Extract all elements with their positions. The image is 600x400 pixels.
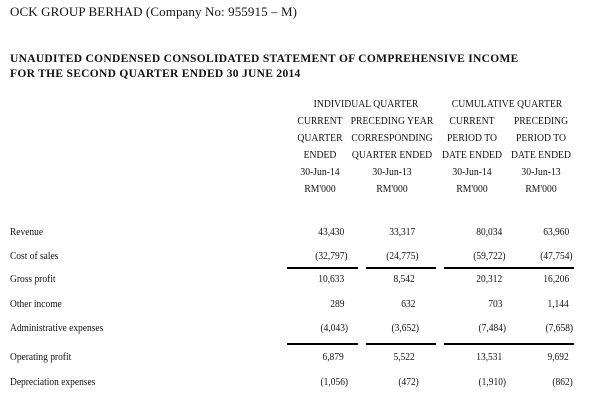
- column-header-unit: RM'000: [456, 183, 488, 195]
- subtotal-rule: [444, 267, 514, 269]
- cell-value: (7,658): [545, 322, 573, 334]
- cell-value: 20,312: [475, 273, 502, 285]
- column-header-unit: RM'000: [376, 183, 408, 195]
- column-header-line: DATE ENDED: [511, 149, 571, 161]
- cell-value: 289: [329, 298, 344, 310]
- row-label-operating-profit: Operating profit: [10, 351, 72, 363]
- cell-value: 63,960: [542, 226, 569, 238]
- column-header-line: QUARTER ENDED: [351, 149, 433, 161]
- cell-value: 43,430: [317, 226, 344, 238]
- cell-value: (472): [398, 376, 419, 388]
- column-header-current-quarter: CURRENT QUARTER ENDED 30-Jun-14 RM'000: [294, 113, 347, 198]
- cumulative-quarter-heading: CUMULATIVE QUARTER: [451, 98, 563, 110]
- column-header-date: 30-Jun-14: [452, 166, 492, 178]
- column-header-line: CURRENT: [449, 115, 495, 127]
- column-header-line: PERIOD TO: [447, 132, 497, 144]
- cell-value: (4,043): [320, 322, 348, 334]
- subtotal-rule: [366, 267, 436, 269]
- cell-value: (24,775): [386, 250, 419, 262]
- cell-value: (7,484): [478, 322, 506, 334]
- subtotal-rule: [366, 343, 436, 345]
- subtotal-rule: [514, 343, 574, 345]
- cell-value: 16,206: [542, 273, 569, 285]
- column-header-line: PERIOD TO: [516, 132, 566, 144]
- cell-value: 703: [487, 298, 502, 310]
- cell-value: 10,633: [317, 273, 344, 285]
- statement-title-line-1: UNAUDITED CONDENSED CONSOLIDATED STATEME…: [10, 53, 519, 65]
- column-header-line: DATE ENDED: [442, 149, 502, 161]
- cell-value: 8,542: [393, 273, 415, 285]
- column-header-preceding-period: PRECEDING PERIOD TO DATE ENDED 30-Jun-13…: [510, 113, 572, 198]
- row-label-revenue: Revenue: [10, 226, 44, 238]
- cell-value: (32,797): [315, 250, 348, 262]
- cell-value: (59,722): [473, 250, 506, 262]
- subtotal-rule: [287, 267, 358, 269]
- subtotal-rule: [514, 267, 574, 269]
- statement-title: UNAUDITED CONDENSED CONSOLIDATED STATEME…: [10, 52, 519, 82]
- column-header-line: CORRESPONDING: [351, 132, 433, 144]
- cell-value: 1,144: [547, 298, 569, 310]
- row-label-administrative-expenses: Administrative expenses: [10, 322, 104, 334]
- cell-value: 33,317: [388, 226, 415, 238]
- cell-value: (47,754): [540, 250, 573, 262]
- individual-quarter-heading: INDIVIDUAL QUARTER: [313, 98, 419, 110]
- column-header-date: 30-Jun-14: [300, 166, 340, 178]
- column-header-unit: RM'000: [304, 183, 336, 195]
- column-header-line: PRECEDING: [513, 115, 569, 127]
- column-header-line: PRECEDING YEAR: [350, 115, 434, 127]
- cell-value: (1,910): [478, 376, 506, 388]
- cell-value: 5,522: [393, 351, 415, 363]
- row-label-depreciation-expenses: Depreciation expenses: [10, 376, 96, 388]
- cell-value: 13,531: [475, 351, 502, 363]
- column-header-date: 30-Jun-13: [521, 166, 561, 178]
- row-label-other-income: Other income: [10, 298, 62, 310]
- cell-value: 9,692: [547, 351, 569, 363]
- cell-value: 6,879: [322, 351, 344, 363]
- column-header-line: QUARTER: [297, 132, 343, 144]
- column-header-current-period: CURRENT PERIOD TO DATE ENDED 30-Jun-14 R…: [441, 113, 503, 198]
- cell-value: 632: [400, 298, 415, 310]
- column-header-line: ENDED: [303, 149, 337, 161]
- row-label-cost-of-sales: Cost of sales: [10, 250, 59, 262]
- subtotal-rule: [444, 343, 514, 345]
- column-header-preceding-year-quarter: PRECEDING YEAR CORRESPONDING QUARTER END…: [350, 113, 434, 198]
- column-header-line: CURRENT: [297, 115, 343, 127]
- statement-title-line-2: FOR THE SECOND QUARTER ENDED 30 JUNE 201…: [10, 68, 301, 80]
- cell-value: (862): [552, 376, 573, 388]
- column-header-date: 30-Jun-13: [372, 166, 412, 178]
- cell-value: (3,652): [391, 322, 419, 334]
- company-name: OCK GROUP BERHAD (Company No: 955915 – M…: [10, 4, 298, 19]
- cell-value: 80,034: [475, 226, 502, 238]
- column-header-unit: RM'000: [525, 183, 557, 195]
- cell-value: (1,056): [320, 376, 348, 388]
- row-label-gross-profit: Gross profit: [10, 273, 56, 285]
- subtotal-rule: [287, 343, 358, 345]
